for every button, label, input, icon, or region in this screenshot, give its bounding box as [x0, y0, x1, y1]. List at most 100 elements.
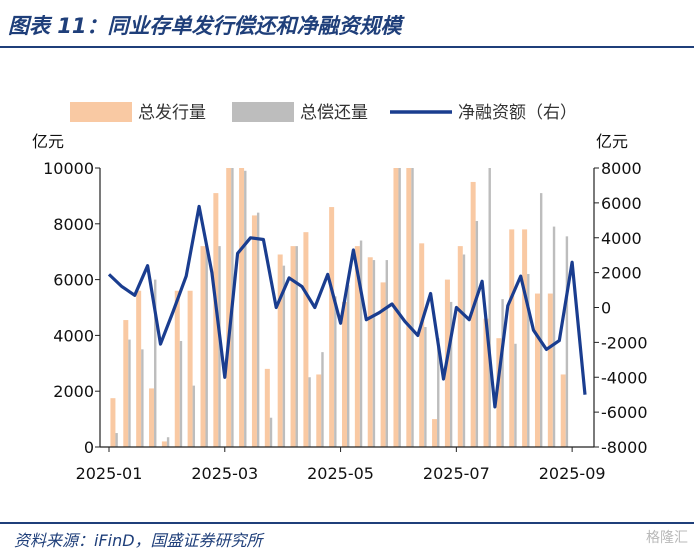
bar-issuance: [547, 293, 553, 447]
bar-issuance: [187, 290, 193, 447]
y-right-unit: 亿元: [596, 132, 628, 151]
y-right-tick-label: 0: [601, 299, 611, 318]
x-tick-label: 2025-07: [423, 464, 490, 483]
bar-repayment: [539, 193, 543, 447]
x-tick-label: 2025-05: [307, 464, 374, 483]
bar-issuance: [509, 229, 515, 447]
bar-issuance: [380, 282, 386, 447]
y-right-tick-label: 4000: [601, 229, 642, 248]
y-left-tick-label: 8000: [53, 215, 94, 234]
bar-repayment: [462, 254, 466, 447]
bar-repayment: [205, 246, 208, 447]
bar-repayment: [256, 212, 260, 447]
bar-repayment: [565, 236, 569, 447]
bar-repayment: [372, 260, 376, 447]
bar-repayment: [192, 385, 196, 447]
legend-swatch-issuance: [70, 102, 132, 122]
y-left-tick-label: 10000: [43, 159, 94, 178]
watermark-logo: 格隆汇: [646, 530, 688, 546]
bar-repayment: [488, 168, 491, 447]
bar-issuance: [496, 338, 502, 447]
bar-issuance: [123, 320, 129, 447]
bar-repayment: [475, 221, 479, 447]
bar-repayment: [179, 340, 183, 447]
bar-issuance: [560, 374, 566, 447]
title-divider: [0, 46, 694, 48]
chart-title: 图表 11：同业存单发行偿还和净融资规模: [8, 14, 402, 38]
bar-repayment: [269, 417, 273, 447]
bar-issuance: [367, 257, 373, 447]
bar-issuance: [264, 368, 270, 447]
bar-repayment: [385, 260, 388, 447]
bar-repayment: [154, 279, 157, 447]
bar-repayment: [295, 246, 298, 447]
bar-repayment: [398, 168, 401, 447]
bar-issuance: [226, 168, 232, 447]
bar-issuance: [419, 243, 425, 447]
bar-issuance: [483, 318, 489, 447]
bar-repayment: [449, 301, 453, 447]
legend-swatch-repayment: [232, 102, 294, 122]
bar-repayment: [334, 296, 337, 447]
y-left-unit: 亿元: [32, 132, 64, 151]
bar-issuance: [251, 215, 257, 447]
bar-repayment: [308, 377, 311, 447]
bar-issuance: [316, 374, 322, 447]
bar-repayment: [321, 352, 324, 447]
bar-issuance: [277, 254, 283, 447]
bar-repayment: [514, 343, 517, 447]
footer-divider: [0, 522, 694, 524]
bar-repayment: [166, 437, 170, 447]
bar-issuance: [290, 246, 296, 447]
source-note: 资料来源：iFinD，国盛证券研究所: [14, 531, 263, 550]
bar-issuance: [457, 246, 463, 447]
x-tick-label: 2025-01: [76, 464, 143, 483]
y-left-tick-label: 0: [84, 438, 94, 457]
bar-repayment: [115, 433, 118, 447]
bar-issuance: [174, 290, 180, 447]
bar-issuance: [200, 246, 206, 447]
y-right-tick-label: -2000: [601, 333, 648, 352]
y-left-tick-label: 4000: [53, 326, 94, 345]
legend-label-net: 净融资额（右）: [458, 103, 577, 123]
y-right-tick-label: -6000: [601, 403, 648, 422]
y-left-tick-label: 2000: [53, 382, 94, 401]
y-right-tick-label: 6000: [601, 194, 642, 213]
y-right-tick-label: -8000: [601, 438, 648, 457]
bar-issuance: [303, 232, 309, 447]
y-right-tick-label: -4000: [601, 368, 648, 387]
bar-issuance: [110, 398, 116, 447]
x-tick-label: 2025-03: [191, 464, 258, 483]
legend-label-repayment: 总偿还量: [300, 103, 368, 123]
bar-issuance: [406, 168, 412, 447]
bar-issuance: [342, 301, 347, 447]
y-left-tick-label: 6000: [53, 271, 94, 290]
legend-label-issuance: 总发行量: [138, 103, 206, 123]
x-tick-label: 2025-09: [539, 464, 606, 483]
bar-issuance: [161, 441, 167, 447]
y-right-tick-label: 8000: [601, 159, 642, 178]
bar-issuance: [213, 193, 219, 447]
bar-repayment: [424, 327, 427, 447]
y-right-tick-label: 2000: [601, 264, 642, 283]
bar-repayment: [411, 168, 414, 447]
bar-issuance: [136, 290, 142, 447]
bar-repayment: [527, 274, 530, 447]
bar-repayment: [437, 338, 440, 447]
bar-repayment: [359, 240, 363, 447]
bar-issuance: [432, 419, 438, 447]
bar-issuance: [522, 229, 528, 447]
bar-repayment: [501, 299, 504, 447]
bar-repayment: [141, 349, 144, 447]
bar-repayment: [282, 265, 286, 447]
bar-repayment: [552, 226, 556, 447]
bar-issuance: [239, 168, 245, 447]
bar-issuance: [329, 207, 335, 447]
bar-issuance: [149, 388, 155, 447]
net-financing-line: [107, 204, 587, 409]
bar-repayment: [128, 339, 131, 447]
bar-issuance: [470, 181, 476, 447]
bar-repayment: [244, 170, 247, 447]
bar-issuance: [354, 246, 360, 447]
bar-issuance: [534, 293, 540, 447]
